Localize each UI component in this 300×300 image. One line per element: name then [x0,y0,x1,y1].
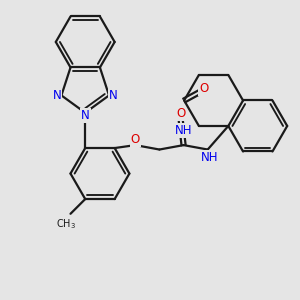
Text: N: N [109,89,118,102]
Text: O: O [131,133,140,146]
Text: O: O [199,82,208,94]
Text: NH: NH [175,124,192,137]
Text: O: O [176,107,185,120]
Text: CH$_3$: CH$_3$ [56,217,76,231]
Text: N: N [52,89,62,102]
Text: N: N [81,109,90,122]
Text: NH: NH [200,151,218,164]
